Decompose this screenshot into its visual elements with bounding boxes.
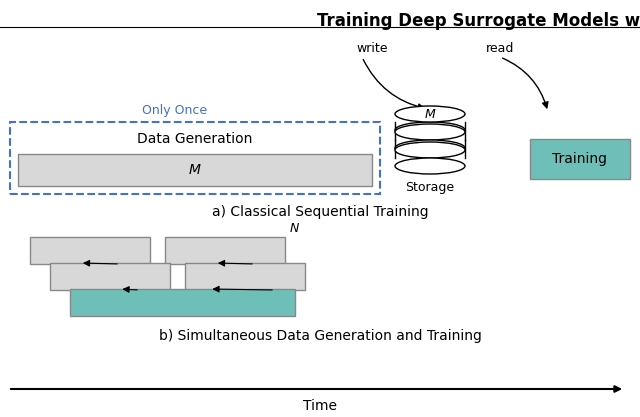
Text: read: read (486, 42, 514, 55)
Text: N: N (290, 222, 300, 235)
Text: M: M (424, 108, 435, 121)
Text: a) Classical Sequential Training: a) Classical Sequential Training (212, 205, 428, 219)
Text: Storage: Storage (405, 181, 454, 194)
Ellipse shape (395, 158, 465, 174)
Text: Only Once: Only Once (143, 104, 207, 117)
Bar (50, 263, 170, 290)
Ellipse shape (395, 106, 465, 122)
Text: b) Simultaneous Data Generation and Training: b) Simultaneous Data Generation and Trai… (159, 329, 481, 343)
Bar (18, 154, 372, 186)
Ellipse shape (395, 122, 465, 138)
Text: Data Generation: Data Generation (138, 132, 253, 146)
Text: Training Deep Surrogate Models w: Training Deep Surrogate Models w (317, 12, 640, 30)
Bar (530, 139, 630, 179)
Bar (165, 237, 285, 264)
Ellipse shape (395, 142, 465, 158)
Bar (185, 263, 305, 290)
Bar (10, 122, 380, 194)
Text: M: M (189, 163, 201, 177)
Ellipse shape (395, 140, 465, 156)
Text: write: write (356, 42, 388, 55)
Text: Training: Training (552, 152, 607, 166)
Bar (30, 237, 150, 264)
Text: Time: Time (303, 399, 337, 413)
Bar (70, 289, 295, 316)
Ellipse shape (395, 124, 465, 140)
